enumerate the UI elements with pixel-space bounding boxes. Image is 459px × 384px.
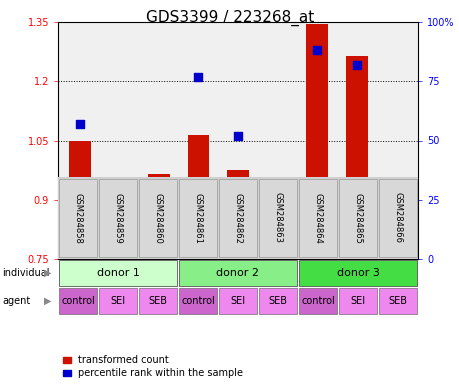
Text: agent: agent [2, 296, 30, 306]
Bar [139, 179, 177, 257]
Text: ▶: ▶ [44, 268, 51, 278]
Text: GSM284860: GSM284860 [153, 192, 162, 243]
Bar [298, 179, 336, 257]
Bar [148, 174, 169, 259]
Text: control: control [61, 296, 95, 306]
Text: SEB: SEB [148, 296, 167, 306]
Point [313, 47, 320, 53]
Point [194, 73, 202, 79]
Bar [385, 202, 406, 259]
Bar [298, 288, 336, 314]
Bar [99, 179, 137, 257]
Bar [69, 141, 90, 259]
Text: donor 1: donor 1 [96, 268, 139, 278]
Text: GSM284859: GSM284859 [113, 193, 122, 243]
Text: control: control [301, 296, 334, 306]
Text: SEI: SEI [230, 296, 245, 306]
Text: SEB: SEB [268, 296, 287, 306]
Bar [179, 288, 217, 314]
Bar [338, 179, 376, 257]
Text: SEI: SEI [350, 296, 365, 306]
Point [115, 197, 123, 203]
Bar [179, 260, 297, 286]
Text: GSM284861: GSM284861 [193, 192, 202, 243]
Text: donor 3: donor 3 [336, 268, 379, 278]
Text: GSM284865: GSM284865 [353, 192, 362, 243]
Bar [378, 179, 416, 257]
Point [155, 192, 162, 198]
Bar [218, 288, 257, 314]
Bar [187, 134, 209, 259]
Text: GSM284866: GSM284866 [392, 192, 402, 243]
Bar [108, 198, 130, 259]
Bar [99, 288, 137, 314]
Text: control: control [181, 296, 214, 306]
Text: individual: individual [2, 268, 50, 278]
Bar [218, 179, 257, 257]
Legend: transformed count, percentile rank within the sample: transformed count, percentile rank withi… [63, 356, 243, 378]
Bar [139, 288, 177, 314]
Bar [59, 288, 97, 314]
Bar [258, 179, 297, 257]
Bar [345, 56, 367, 259]
Bar [266, 198, 288, 259]
Bar [338, 288, 376, 314]
Point [234, 133, 241, 139]
Point [392, 185, 399, 191]
Bar [227, 170, 248, 259]
Text: SEB: SEB [388, 296, 407, 306]
Bar [306, 24, 327, 259]
Point [352, 61, 359, 68]
Text: GSM284863: GSM284863 [273, 192, 282, 243]
Bar [179, 179, 217, 257]
Bar [258, 288, 297, 314]
Text: GSM284864: GSM284864 [313, 192, 322, 243]
Bar [298, 260, 416, 286]
Text: donor 2: donor 2 [216, 268, 259, 278]
Text: GDS3399 / 223268_at: GDS3399 / 223268_at [146, 10, 313, 26]
Bar [59, 179, 97, 257]
Point [273, 190, 280, 196]
Bar [59, 260, 177, 286]
Text: GSM284862: GSM284862 [233, 192, 242, 243]
Point [76, 121, 83, 127]
Text: ▶: ▶ [44, 296, 51, 306]
Text: GSM284858: GSM284858 [73, 192, 82, 243]
Text: SEI: SEI [110, 296, 125, 306]
Bar [378, 288, 416, 314]
